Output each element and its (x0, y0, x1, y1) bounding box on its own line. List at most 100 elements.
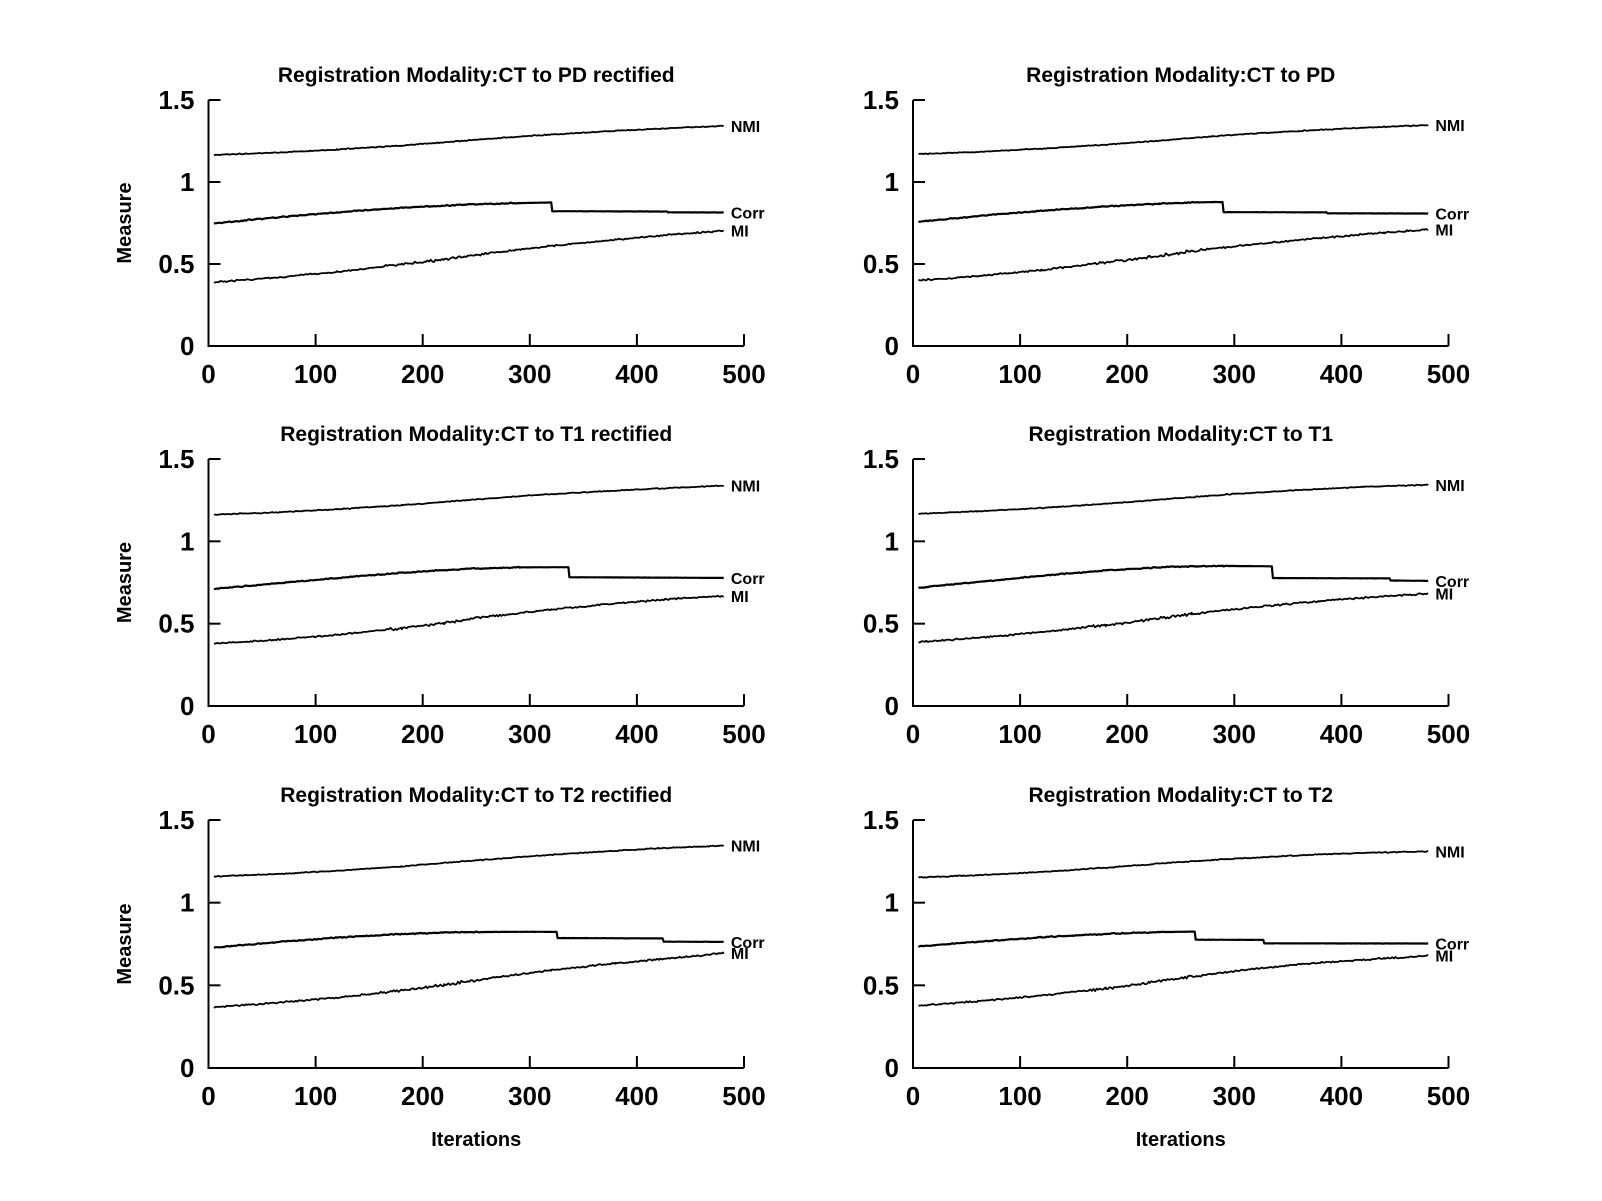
curve-label-mi: MI (1435, 223, 1453, 240)
curve-label-nmi: NMI (731, 119, 760, 136)
series-line-corr (213, 201, 725, 225)
series-line-nmi (918, 850, 1429, 879)
series-line-mi (918, 592, 1429, 644)
x-tick-label: 300 (1213, 719, 1256, 749)
series-line-mi (213, 951, 725, 1009)
curve-label-corr: Corr (1435, 937, 1469, 954)
plot-title: Registration Modality:CT to T1 (1029, 423, 1334, 446)
plot-title: Registration Modality:CT to PD (1026, 64, 1335, 87)
subplot-registration-modality-ct-to-t2-rectified: 0 0.5 1 1.5 0 100 200 300 400 500 Registration Mod… (114, 784, 766, 1151)
subplot-registration-modality-ct-to-t1: 0 0.5 1 1.5 0 100 200 300 400 500 Registration Mod… (863, 423, 1470, 749)
y-tick-label: 1.5 (158, 85, 194, 115)
x-tick-label: 100 (294, 359, 337, 389)
y-tick-label: 0.5 (863, 609, 899, 639)
curve-label-mi: MI (1435, 949, 1453, 966)
axes-lines (912, 459, 1449, 707)
x-tick-label: 300 (508, 359, 551, 389)
x-tick-label: 200 (401, 1081, 444, 1111)
y-tick-label: 0 (180, 331, 194, 361)
x-axis-label-iterations: Iterations (1136, 1129, 1226, 1151)
y-tick-label: 1.5 (863, 85, 899, 115)
y-tick-label: 0.5 (863, 249, 899, 279)
x-tick-label: 300 (508, 1081, 551, 1111)
x-axis-label-iterations: Iterations (431, 1129, 521, 1151)
plot-title: Registration Modality:CT to T1 rectified (280, 423, 672, 446)
curve-label-corr: Corr (1435, 574, 1469, 591)
x-tick-label: 200 (401, 719, 444, 749)
series-line-corr (917, 930, 1429, 948)
x-tick-label: 0 (201, 719, 215, 749)
x-tick-label: 200 (1106, 359, 1149, 389)
series-line-corr (918, 564, 1429, 589)
curve-label-corr: Corr (731, 935, 765, 952)
y-tick-label: 1.5 (863, 805, 899, 835)
y-tick-label: 1 (885, 167, 899, 197)
x-tick-label: 200 (1106, 1081, 1149, 1111)
series-line-nmi (213, 484, 725, 516)
x-tick-label: 200 (401, 359, 444, 389)
curve-label-nmi: NMI (1435, 478, 1464, 495)
axes-lines (207, 820, 744, 1069)
plot-title: Registration Modality:CT to T2 (1029, 784, 1334, 807)
curve-label-mi: MI (731, 946, 749, 963)
y-tick-label: 0 (180, 1053, 194, 1083)
x-tick-label: 0 (201, 1081, 215, 1111)
series-line-nmi (213, 124, 724, 156)
x-tick-label: 0 (906, 1081, 920, 1111)
curve-label-nmi: NMI (1435, 844, 1464, 861)
subplot-registration-modality-ct-to-pd-rectified: 0 0.5 1 1.5 0 100 200 300 400 500 Registration Mod… (114, 64, 766, 389)
x-tick-label: 300 (508, 719, 551, 749)
series-line-nmi (213, 844, 725, 878)
y-tick-label: 1.5 (863, 444, 899, 474)
y-axis-label-measure: Measure (114, 182, 136, 263)
curve-label-corr: Corr (1435, 206, 1469, 223)
curve-label-nmi: NMI (731, 839, 760, 856)
curve-label-nmi: NMI (1435, 118, 1464, 135)
series-line-nmi (918, 483, 1429, 515)
series-line-nmi (918, 124, 1429, 156)
x-tick-label: 500 (1427, 1081, 1470, 1111)
axes-lines (207, 100, 744, 347)
x-tick-label: 300 (1213, 359, 1256, 389)
y-tick-label: 0 (885, 691, 899, 721)
series-line-mi (213, 229, 725, 284)
series-line-corr (213, 930, 725, 949)
x-tick-label: 500 (1427, 359, 1470, 389)
curve-label-corr: Corr (731, 571, 765, 588)
y-axis-label-measure: Measure (114, 542, 136, 623)
x-tick-label: 100 (998, 1081, 1041, 1111)
x-tick-label: 400 (615, 719, 658, 749)
y-tick-label: 1 (180, 526, 194, 556)
series-line-corr (918, 200, 1429, 223)
curve-label-mi: MI (731, 589, 749, 606)
curve-label-nmi: NMI (731, 479, 760, 496)
x-tick-label: 100 (294, 719, 337, 749)
y-tick-label: 0.5 (158, 249, 194, 279)
plot-title: Registration Modality:CT to T2 rectified (280, 784, 672, 807)
y-tick-label: 0.5 (863, 970, 899, 1000)
y-tick-label: 0.5 (158, 609, 194, 639)
x-tick-label: 0 (201, 359, 215, 389)
subplot-registration-modality-ct-to-pd: 0 0.5 1 1.5 0 100 200 300 400 500 Registration Mod… (863, 64, 1470, 389)
series-line-corr (213, 565, 725, 591)
y-tick-label: 0 (885, 331, 899, 361)
x-tick-label: 400 (1320, 359, 1363, 389)
series-line-mi (213, 595, 725, 645)
series-line-mi (918, 954, 1429, 1007)
x-tick-label: 500 (722, 1081, 765, 1111)
x-tick-label: 400 (615, 359, 658, 389)
x-tick-label: 300 (1213, 1081, 1256, 1111)
y-tick-label: 1.5 (158, 805, 194, 835)
x-tick-label: 0 (906, 359, 920, 389)
y-axis-label-measure: Measure (114, 903, 136, 984)
y-tick-label: 0 (885, 1053, 899, 1083)
x-tick-label: 200 (1106, 719, 1149, 749)
plot-title: Registration Modality:CT to PD rectified (278, 64, 675, 87)
x-tick-label: 400 (1320, 719, 1363, 749)
y-tick-label: 0.5 (158, 970, 194, 1000)
axes-lines (912, 100, 1449, 347)
y-tick-label: 1.5 (158, 444, 194, 474)
curve-label-corr: Corr (731, 206, 765, 223)
